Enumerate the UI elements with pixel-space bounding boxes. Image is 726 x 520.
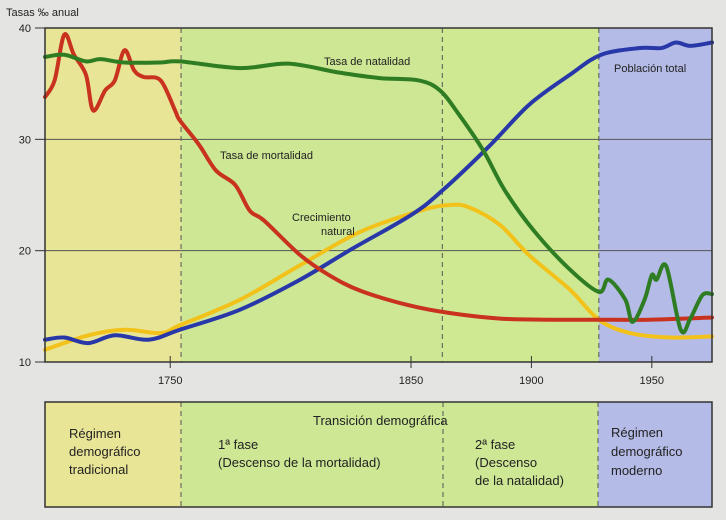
y-axis-label: Tasas ‰ anual xyxy=(6,7,79,19)
series-line-poblaci-n-total xyxy=(43,40,714,346)
panel-fase2-text: 2ª fase xyxy=(475,437,515,452)
series-line-tasa-de-natalidad xyxy=(43,52,714,335)
phase-bands xyxy=(45,28,712,362)
phase-band-moderno xyxy=(598,28,712,362)
y-tick-label: 40 xyxy=(19,23,31,35)
panel-moderno-text: demográfico xyxy=(611,444,683,459)
y-tick-label: 10 xyxy=(19,357,31,369)
series-lines xyxy=(43,32,714,352)
axes: 10 20 30 40 1750 1850 1900 1950 xyxy=(19,23,664,387)
panel-fase2-text: de la natalidad) xyxy=(475,473,564,488)
panel-moderno-text: Régimen xyxy=(611,425,663,440)
x-tick-label: 1900 xyxy=(519,375,543,387)
y-tick-label: 30 xyxy=(19,134,31,146)
x-tick-label: 1950 xyxy=(640,375,664,387)
label-poblacion: Población total xyxy=(614,63,686,75)
panel-moderno-bg xyxy=(598,402,712,507)
plot-frame xyxy=(44,27,713,363)
x-tick-label: 1850 xyxy=(399,375,423,387)
phase-panel: Transición demográfica Régimen demográfi… xyxy=(44,401,713,508)
series-line-tasa-de-mortalidad xyxy=(43,32,714,322)
panel-transicion-bg xyxy=(181,402,598,507)
panel-tradicional-text: tradicional xyxy=(69,462,128,477)
y-tick-label: 20 xyxy=(19,246,31,258)
panel-tradicional-text: demográfico xyxy=(69,444,141,459)
label-natalidad: Tasa de natalidad xyxy=(324,56,410,68)
panel-moderno-text: moderno xyxy=(611,463,662,478)
label-crecimiento-1: Crecimiento xyxy=(292,212,351,224)
gridlines xyxy=(45,138,712,252)
x-tick-label: 1750 xyxy=(158,375,182,387)
panel-tradicional-bg xyxy=(45,402,181,507)
panel-transicion-title: Transición demográfica xyxy=(313,413,448,428)
label-mortalidad: Tasa de mortalidad xyxy=(220,150,313,162)
panel-fase1-text: (Descenso de la mortalidad) xyxy=(218,455,381,470)
phase-band-fase2 xyxy=(442,28,599,362)
label-crecimiento-2: natural xyxy=(321,226,355,238)
panel-fase1-text: 1ª fase xyxy=(218,437,258,452)
panel-tradicional-text: Régimen xyxy=(69,426,121,441)
panel-fase2-text: (Descenso xyxy=(475,455,537,470)
panel-frame xyxy=(44,401,713,508)
